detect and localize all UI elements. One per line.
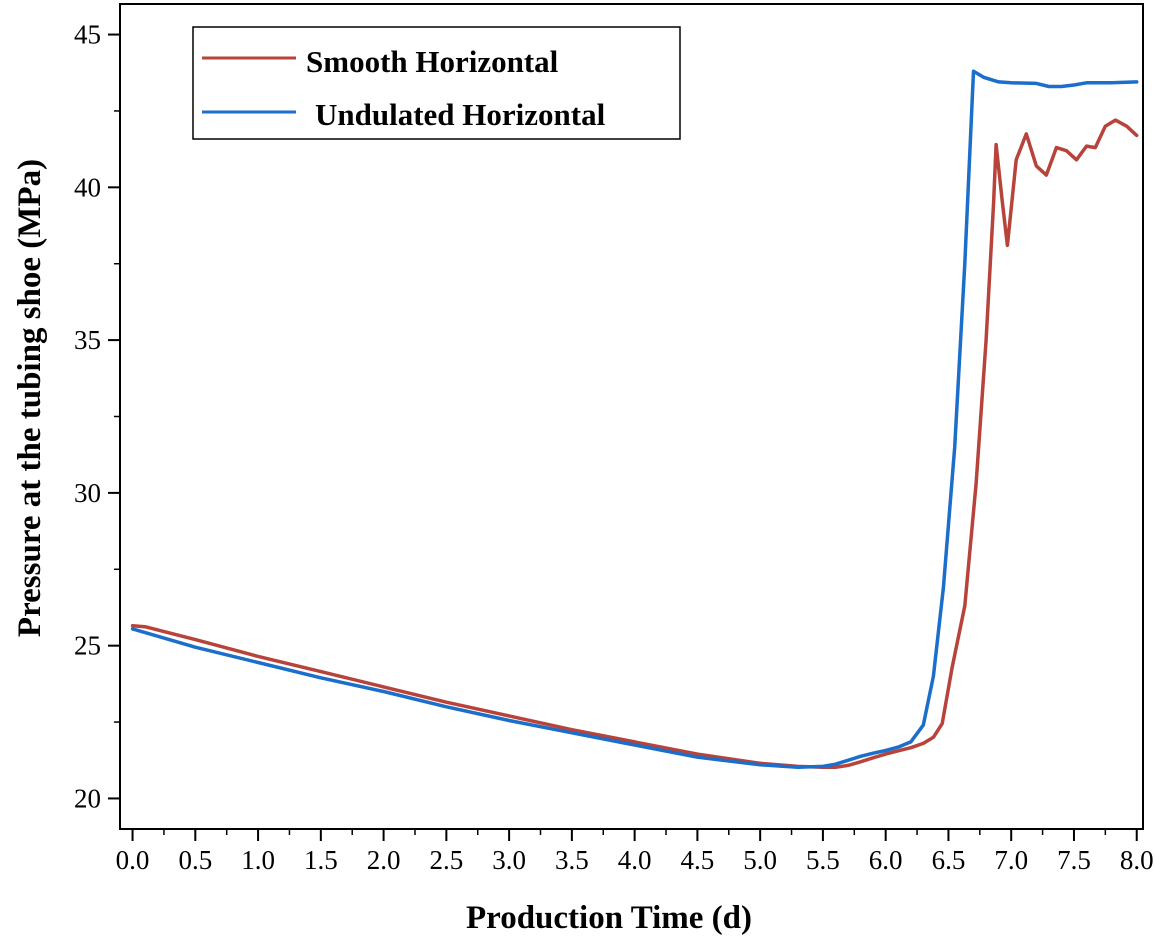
x-tick-label: 7.0 [994,845,1028,875]
x-tick-label: 6.5 [932,845,966,875]
y-axis-title: Pressure at the tubing shoe (MPa) [12,159,48,637]
x-tick-label: 7.5 [1057,845,1091,875]
x-axis: 0.0 0.5 1.0 1.5 2.0 2.5 3.0 3.5 4.0 4.5 5.0 5.5 6.0 6… [116,829,1154,875]
x-tick-label: 1.0 [241,845,275,875]
legend-label-smooth-horizontal: Smooth Horizontal [306,44,559,79]
x-tick-label: 4.5 [681,845,715,875]
y-tick-label: 45 [74,20,101,50]
x-tick-label: 2.5 [429,845,463,875]
y-tick-label: 30 [74,478,101,508]
series-line-undulated-horizontal [130,69,1139,770]
x-tick-label: 0.0 [116,845,150,875]
x-tick-label: 0.5 [178,845,212,875]
series-line-smooth-horizontal [130,118,1139,770]
x-tick-label: 3.0 [492,845,526,875]
legend-label-undulated-horizontal: Undulated Horizontal [315,97,606,132]
x-tick-label: 1.5 [304,845,338,875]
x-axis-title: Production Time (d) [466,900,752,936]
x-tick-label: 4.0 [618,845,652,875]
y-tick-label: 20 [74,783,101,813]
series-layer [130,69,1139,770]
x-tick-label: 2.0 [367,845,401,875]
y-tick-label: 35 [74,325,101,355]
x-tick-label: 6.0 [869,845,903,875]
legend: Smooth Horizontal Undulated Horizontal [192,26,681,140]
x-tick-label: 8.0 [1120,845,1154,875]
x-tick-label: 5.5 [806,845,840,875]
y-tick-label: 40 [74,172,101,202]
x-tick-label: 5.0 [743,845,777,875]
y-axis: 20 25 30 35 40 45 [74,20,120,813]
legend-box [192,26,681,140]
y-tick-label: 25 [74,631,101,661]
x-tick-label: 3.5 [555,845,589,875]
